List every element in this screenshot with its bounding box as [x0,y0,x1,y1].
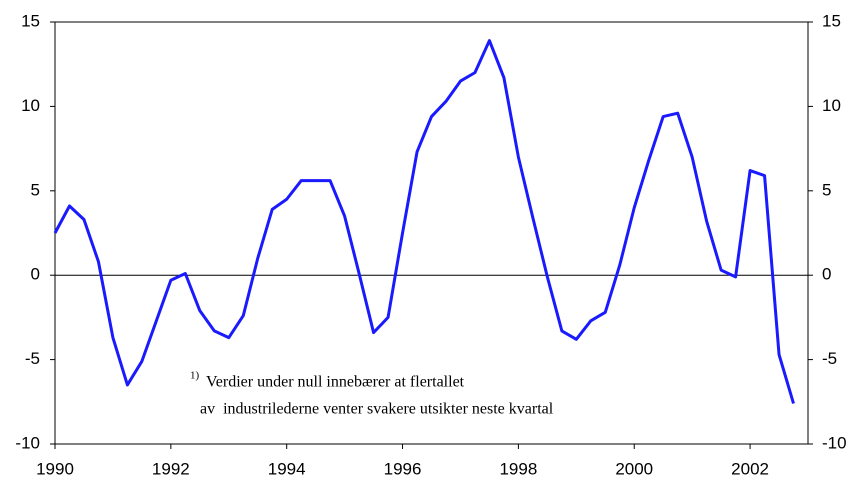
y2-tick-label: -10 [822,433,847,452]
y2-tick-label: 0 [822,265,831,284]
y-tick-label: -5 [25,349,40,368]
y2-tick-label: 15 [822,11,841,30]
y-tick-label: 0 [31,265,40,284]
x-tick-label: 1990 [36,459,74,478]
x-tick-label: 1996 [384,459,422,478]
x-tick-label: 2002 [731,459,769,478]
note-line: av industrilederne venter svakere utsikt… [196,401,554,418]
y-tick-label: 5 [31,180,40,199]
y-tick-label: 10 [21,96,40,115]
note-marker: 1) [190,370,200,382]
y2-tick-label: 10 [822,96,841,115]
y2-tick-label: 5 [822,180,831,199]
note-line: Verdier under null innebærer at flertall… [206,374,465,391]
y2-tick-label: -5 [822,349,837,368]
x-tick-label: 1994 [268,459,306,478]
x-tick-label: 1998 [499,459,537,478]
y-tick-label: 15 [21,11,40,30]
y-tick-label: -10 [15,433,40,452]
x-tick-label: 1992 [152,459,190,478]
x-tick-label: 2000 [615,459,653,478]
data-line [53,39,795,404]
